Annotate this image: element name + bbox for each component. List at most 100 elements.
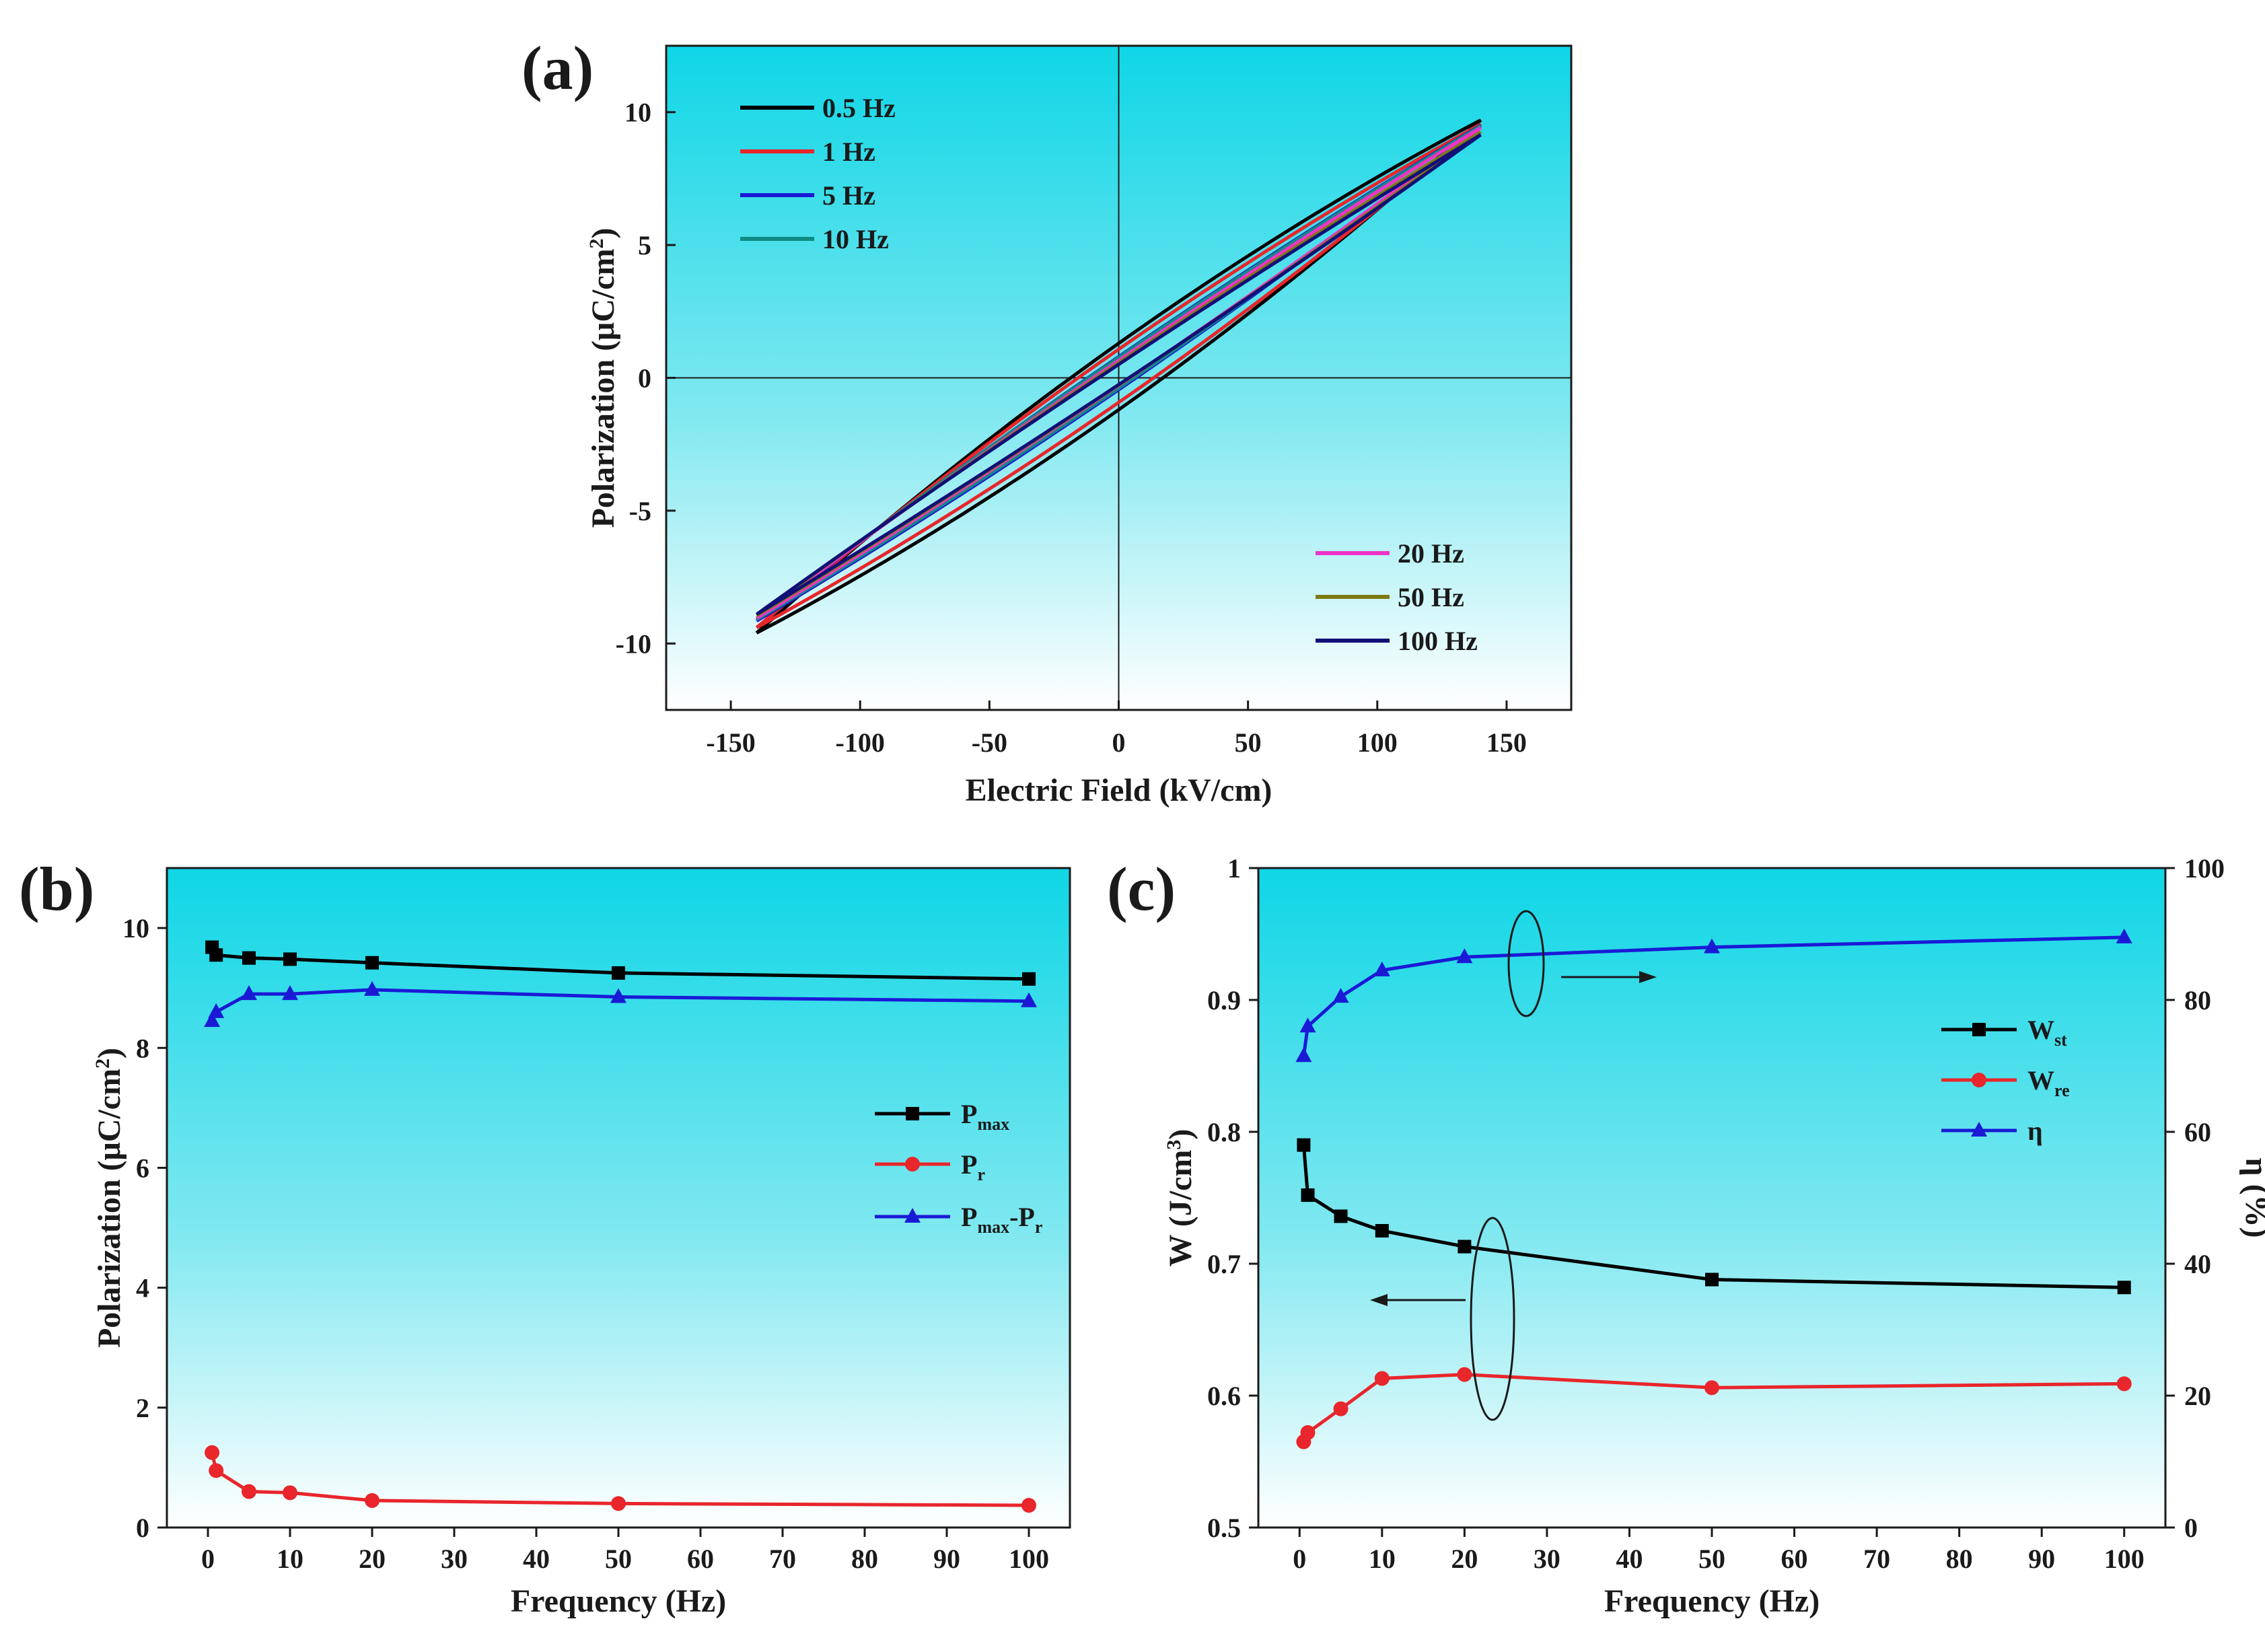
legend-label: Wst xyxy=(2027,1015,2067,1050)
y-tick-label-left: 0.8 xyxy=(1207,1117,1241,1147)
data-point-Wre xyxy=(2116,1376,2132,1392)
x-tick-label: 60 xyxy=(687,1544,714,1574)
legend-marker xyxy=(1972,1023,1986,1036)
data-point-Pmax xyxy=(365,956,379,970)
x-tick-label: 100 xyxy=(1357,727,1398,758)
x-tick-label: 80 xyxy=(1946,1544,1973,1574)
data-point-Pmax-Pr xyxy=(204,1012,221,1028)
y-tick-label: 2 xyxy=(136,1393,149,1423)
loop-0.5-Hz xyxy=(755,118,1482,635)
x-axis-label: Frequency (Hz) xyxy=(511,1583,726,1619)
y-tick-label: 5 xyxy=(638,230,651,260)
legend-label: 1 Hz xyxy=(822,137,875,167)
data-point-η xyxy=(1373,961,1390,976)
data-point-η xyxy=(1299,1017,1316,1033)
legend-marker xyxy=(906,1107,919,1120)
panel-label: (c) xyxy=(1107,855,1176,923)
y-axis-label-end: ) xyxy=(585,227,621,238)
data-point-η xyxy=(1332,988,1349,1003)
legend-label: Pmax xyxy=(961,1099,1009,1134)
legend-label-sub: max xyxy=(977,1114,1009,1134)
data-point-Pr xyxy=(205,1445,220,1460)
data-point-Pmax xyxy=(242,951,256,965)
legend-label: 100 Hz xyxy=(1398,626,1478,656)
x-tick-label: 30 xyxy=(441,1544,468,1574)
legend-label: Wre xyxy=(2027,1065,2070,1100)
y-axis-label: Polarization (μC/cm2) xyxy=(92,1048,128,1348)
data-point-Pmax-Pr xyxy=(208,1003,225,1018)
legend-label: η xyxy=(2027,1116,2043,1146)
y-tick-label: 4 xyxy=(136,1273,149,1303)
x-tick-label: 30 xyxy=(1534,1544,1560,1574)
x-tick-label: 60 xyxy=(1781,1544,1808,1574)
data-point-Wst xyxy=(1297,1138,1311,1152)
x-tick-label: 10 xyxy=(1369,1544,1396,1574)
panel-c: 0 10 20 30 40 50 60 70 80 90 1000.50.60.70.80.9102… xyxy=(1107,853,2265,1619)
y-tick-label-left: 0.6 xyxy=(1207,1381,1241,1411)
y-axis-label-end: ) xyxy=(1163,1129,1198,1140)
legend-marker xyxy=(905,1157,920,1172)
y-tick-label-left: 0.9 xyxy=(1207,985,1241,1015)
x-axis-label: Frequency (Hz) xyxy=(1604,1583,1820,1619)
plot-area xyxy=(1258,868,2165,1528)
annotation-arrowhead-left xyxy=(1370,1294,1388,1306)
x-tick-label: 10 xyxy=(277,1544,303,1574)
data-point-Wre xyxy=(1704,1380,1719,1396)
y-tick-label-left: 0.5 xyxy=(1207,1513,1241,1543)
y-tick-label-left: 1 xyxy=(1227,853,1241,884)
data-point-Pmax xyxy=(283,952,297,966)
data-point-Wre xyxy=(1374,1371,1390,1386)
panel-b: 0 10 20 30 40 50 60 70 80 90 100 0 2 4 6 8 10 Frequency (… xyxy=(19,855,1071,1619)
data-point-Pr xyxy=(242,1484,256,1499)
data-point-Pmax xyxy=(209,948,223,962)
legend-label: 10 Hz xyxy=(822,224,889,254)
x-tick-label: 90 xyxy=(2028,1544,2055,1574)
legend-label-main2: -P xyxy=(1009,1202,1035,1232)
y-axis-label-left: W (J/cm3) xyxy=(1163,1129,1199,1267)
x-axis-label: Electric Field (kV/cm) xyxy=(966,773,1272,808)
y-tick-label: -5 xyxy=(629,496,651,526)
data-point-Pr xyxy=(283,1485,297,1501)
legend-label-main: P xyxy=(961,1099,977,1129)
x-tick-label: 150 xyxy=(1486,727,1527,758)
data-point-Pmax xyxy=(1022,972,1036,986)
data-point-Wst xyxy=(1458,1240,1472,1254)
y-tick-label: 8 xyxy=(136,1033,149,1063)
loop-10-Hz xyxy=(755,124,1482,621)
x-tick-label: -150 xyxy=(706,727,755,758)
legend-label-main: W xyxy=(2027,1015,2054,1045)
y-tick-label-right: 80 xyxy=(2184,985,2211,1015)
data-point-Pr xyxy=(1021,1498,1036,1513)
x-tick-label: 100 xyxy=(2104,1544,2145,1574)
x-tick-label: 0 xyxy=(201,1544,215,1574)
data-point-Pr xyxy=(365,1493,380,1508)
y-tick-label: -10 xyxy=(616,629,651,659)
y-tick-label-right: 20 xyxy=(2184,1381,2211,1411)
legend-label: 50 Hz xyxy=(1398,582,1464,612)
data-point-Pmax-Pr xyxy=(241,985,257,1001)
legend-label: Pmax-Pr xyxy=(961,1202,1042,1237)
y-axis-label: Polarization (μC/cm2) xyxy=(585,227,622,528)
data-point-Wst xyxy=(1301,1188,1315,1202)
legend-label: 5 Hz xyxy=(822,180,875,211)
data-point-Pr xyxy=(209,1463,224,1478)
legend-label: 20 Hz xyxy=(1398,538,1464,569)
data-point-Pmax-Pr xyxy=(282,985,298,1001)
y-tick-label-right: 0 xyxy=(2184,1513,2198,1543)
legend-label-sub: re xyxy=(2054,1081,2070,1100)
x-tick-label: 20 xyxy=(359,1544,386,1574)
x-tick-label: 100 xyxy=(1009,1544,1049,1574)
data-point-Pmax-Pr xyxy=(610,988,626,1003)
x-tick-label: -50 xyxy=(972,727,1007,758)
legend-label: 0.5 Hz xyxy=(822,93,896,123)
y-tick-label-right: 60 xyxy=(2184,1117,2211,1147)
legend-label-sub: r xyxy=(977,1165,985,1184)
y-axis-label-sup: 2 xyxy=(585,238,608,248)
y-axis-label-main: W (J/cm xyxy=(1163,1150,1198,1267)
data-point-Wst xyxy=(1375,1224,1389,1237)
x-tick-label: 70 xyxy=(1863,1544,1890,1574)
data-point-Pmax-Pr xyxy=(1021,992,1037,1007)
x-tick-label: -100 xyxy=(836,727,885,758)
data-point-Wst xyxy=(2117,1281,2131,1295)
legend-marker xyxy=(1972,1073,1986,1087)
